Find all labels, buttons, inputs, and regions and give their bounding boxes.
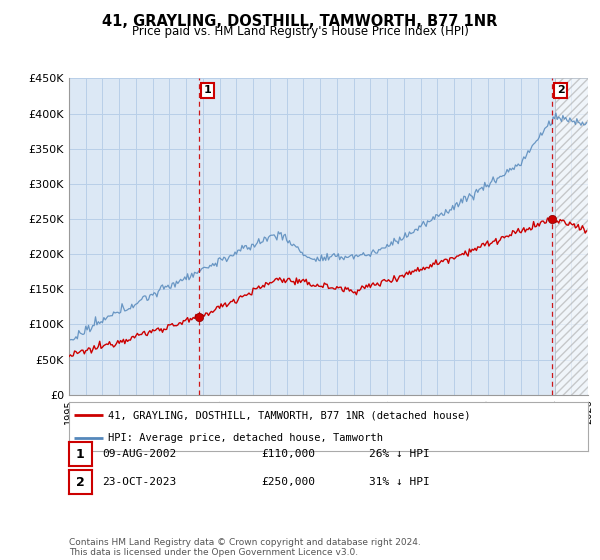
Text: 1: 1 bbox=[204, 86, 212, 95]
Text: HPI: Average price, detached house, Tamworth: HPI: Average price, detached house, Tamw… bbox=[108, 433, 383, 444]
Text: 09-AUG-2002: 09-AUG-2002 bbox=[102, 449, 176, 459]
Text: 41, GRAYLING, DOSTHILL, TAMWORTH, B77 1NR: 41, GRAYLING, DOSTHILL, TAMWORTH, B77 1N… bbox=[103, 14, 497, 29]
Text: 2: 2 bbox=[557, 86, 565, 95]
Text: 1: 1 bbox=[76, 447, 85, 461]
Text: 23-OCT-2023: 23-OCT-2023 bbox=[102, 477, 176, 487]
Text: 31% ↓ HPI: 31% ↓ HPI bbox=[369, 477, 430, 487]
Text: Contains HM Land Registry data © Crown copyright and database right 2024.
This d: Contains HM Land Registry data © Crown c… bbox=[69, 538, 421, 557]
Text: 26% ↓ HPI: 26% ↓ HPI bbox=[369, 449, 430, 459]
Text: 2: 2 bbox=[76, 475, 85, 489]
Text: Price paid vs. HM Land Registry's House Price Index (HPI): Price paid vs. HM Land Registry's House … bbox=[131, 25, 469, 38]
Text: £250,000: £250,000 bbox=[261, 477, 315, 487]
Text: 41, GRAYLING, DOSTHILL, TAMWORTH, B77 1NR (detached house): 41, GRAYLING, DOSTHILL, TAMWORTH, B77 1N… bbox=[108, 410, 470, 421]
Bar bbox=[554, 78, 588, 395]
Bar bbox=[554, 78, 588, 395]
Text: £110,000: £110,000 bbox=[261, 449, 315, 459]
